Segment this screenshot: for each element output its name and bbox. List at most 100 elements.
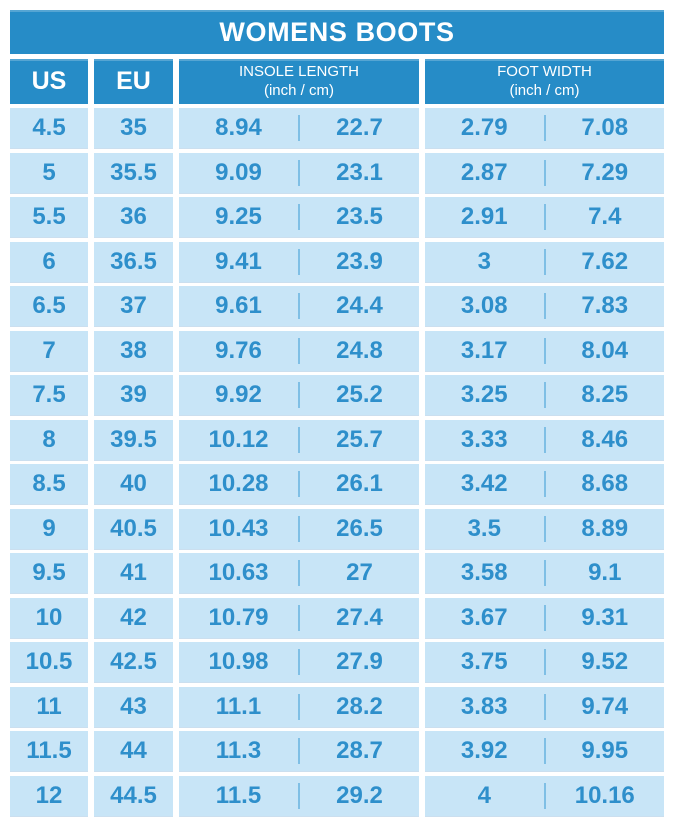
us-size-cell: 9.5 — [10, 553, 88, 593]
foot-inch-value: 3.33 — [460, 425, 508, 453]
col-header-insole-length: INSOLE LENGTH (inch / cm) — [179, 58, 419, 104]
foot-inch-value: 3.58 — [460, 559, 508, 586]
insole-length-cell: 9.76 24.8 — [179, 330, 419, 371]
foot-cm-value: 7.08 — [581, 114, 629, 141]
divider — [543, 204, 546, 230]
eu-size-cell: 41 — [94, 553, 173, 593]
table-row: 6.5 37 9.61 24.4 3.08 7.83 — [10, 286, 664, 326]
foot-cm-value: 9.95 — [581, 737, 629, 764]
insole-length-cell: 8.94 22.7 — [179, 108, 419, 148]
divider — [298, 693, 300, 720]
table-row: 11 43 11.1 28.2 3.83 9.74 — [10, 686, 664, 727]
table-row: 4.5 35 8.94 22.7 2.79 7.08 — [10, 108, 664, 148]
divider — [298, 515, 300, 542]
foot-inch-value: 3.5 — [467, 514, 501, 542]
divider — [298, 782, 300, 809]
foot-cm-value: 10.16 — [574, 781, 635, 809]
eu-size-cell: 38 — [94, 330, 173, 371]
insole-length-cell: 10.98 27.9 — [179, 642, 419, 682]
foot-inch-value: 3.67 — [460, 603, 508, 631]
insole-cm-value: 23.1 — [336, 158, 383, 186]
divider — [543, 115, 546, 141]
table-row: 10 42 10.79 27.4 3.67 9.31 — [10, 597, 664, 638]
foot-width-cell: 3.92 9.95 — [425, 731, 664, 771]
us-size-cell: 8 — [10, 419, 88, 460]
foot-inch-value: 3.17 — [460, 336, 508, 364]
foot-cm-value: 9.31 — [581, 603, 629, 631]
foot-cm-value: 9.74 — [581, 692, 629, 720]
insole-cm-value: 25.7 — [336, 425, 383, 453]
insole-length-cell: 11.5 29.2 — [179, 775, 419, 816]
eu-size-cell: 36.5 — [94, 241, 173, 282]
us-size-cell: 6.5 — [10, 286, 88, 326]
foot-width-cell: 3.17 8.04 — [425, 330, 664, 371]
divider — [543, 337, 546, 364]
divider — [543, 649, 546, 675]
table-row: 11.5 44 11.3 28.7 3.92 9.95 — [10, 731, 664, 771]
foot-inch-value: 3.92 — [460, 737, 508, 764]
foot-inch-value: 2.87 — [460, 158, 508, 186]
col-header-insole-length-units: (inch / cm) — [263, 82, 334, 99]
us-size-cell: 6 — [10, 241, 88, 282]
table-row: 5.5 36 9.25 23.5 2.91 7.4 — [10, 197, 664, 237]
divider — [543, 293, 546, 319]
divider — [298, 204, 300, 230]
foot-inch-value: 3.25 — [460, 381, 508, 408]
divider — [298, 115, 300, 141]
eu-size-cell: 42.5 — [94, 642, 173, 682]
divider — [298, 649, 300, 675]
insole-inch-value: 10.98 — [208, 648, 269, 675]
eu-size-cell: 40.5 — [94, 508, 173, 549]
insole-length-cell: 10.28 26.1 — [179, 464, 419, 504]
divider — [543, 471, 546, 497]
us-size-cell: 5.5 — [10, 197, 88, 237]
insole-inch-value: 10.79 — [208, 603, 269, 631]
foot-inch-value: 3.75 — [460, 648, 508, 675]
foot-cm-value: 8.04 — [581, 336, 629, 364]
foot-width-cell: 3.58 9.1 — [425, 553, 664, 593]
insole-cm-value: 29.2 — [336, 781, 383, 809]
insole-length-cell: 11.1 28.2 — [179, 686, 419, 727]
divider — [543, 560, 546, 586]
insole-cm-value: 26.1 — [336, 470, 383, 497]
divider — [543, 693, 546, 720]
insole-cm-value: 28.2 — [336, 692, 383, 720]
insole-cm-value: 25.2 — [336, 381, 383, 408]
insole-inch-value: 10.63 — [208, 559, 269, 586]
col-header-us: US — [10, 58, 88, 104]
foot-cm-value: 9.52 — [581, 648, 629, 675]
col-header-foot-width-label: FOOT WIDTH — [497, 63, 592, 80]
insole-inch-value: 10.28 — [208, 470, 269, 497]
us-size-cell: 5 — [10, 152, 88, 193]
divider — [543, 159, 546, 186]
divider — [543, 782, 546, 809]
divider — [543, 382, 546, 408]
divider — [543, 426, 546, 453]
foot-cm-value: 7.62 — [581, 247, 629, 275]
divider — [298, 159, 300, 186]
foot-cm-value: 7.83 — [581, 292, 629, 319]
divider — [298, 293, 300, 319]
divider — [298, 604, 300, 631]
header-row: US EU INSOLE LENGTH (inch / cm) FOOT WID… — [10, 58, 664, 104]
insole-inch-value: 8.94 — [215, 114, 262, 141]
insole-inch-value: 11.1 — [215, 692, 262, 720]
foot-width-cell: 3 7.62 — [425, 241, 664, 282]
insole-length-cell: 9.09 23.1 — [179, 152, 419, 193]
insole-length-cell: 9.41 23.9 — [179, 241, 419, 282]
us-size-cell: 10 — [10, 597, 88, 638]
eu-size-cell: 44 — [94, 731, 173, 771]
foot-width-cell: 4 10.16 — [425, 775, 664, 816]
insole-inch-value: 10.12 — [208, 425, 269, 453]
foot-width-cell: 3.42 8.68 — [425, 464, 664, 504]
divider — [298, 382, 300, 408]
insole-length-cell: 11.3 28.7 — [179, 731, 419, 771]
foot-cm-value: 7.4 — [588, 203, 622, 230]
insole-length-cell: 9.61 24.4 — [179, 286, 419, 326]
foot-cm-value: 8.68 — [581, 470, 629, 497]
foot-cm-value: 8.89 — [581, 514, 629, 542]
divider — [298, 560, 300, 586]
us-size-cell: 11.5 — [10, 731, 88, 771]
divider — [298, 248, 300, 275]
divider — [298, 337, 300, 364]
